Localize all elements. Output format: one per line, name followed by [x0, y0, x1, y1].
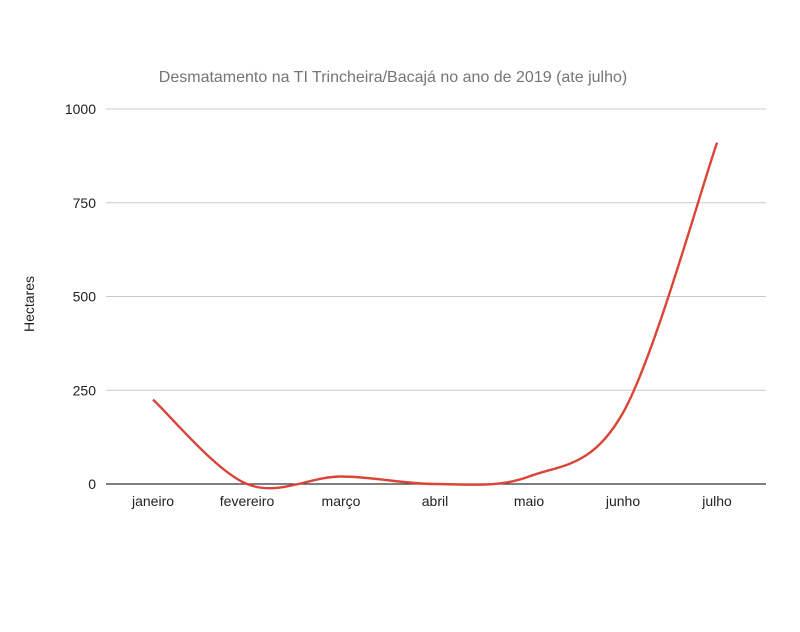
x-tick-label: março [322, 493, 361, 509]
x-tick-label: maio [514, 493, 545, 509]
y-tick-label: 750 [73, 195, 97, 211]
y-tick-label: 0 [88, 476, 96, 492]
x-tick-label: fevereiro [220, 493, 275, 509]
x-tick-label: junho [605, 493, 640, 509]
y-tick-label: 1000 [65, 101, 96, 117]
series-line [152, 142, 719, 490]
x-tick-label: julho [701, 493, 732, 509]
x-tick-label: abril [422, 493, 448, 509]
x-tick-label: janeiro [131, 493, 174, 509]
y-tick-label: 500 [73, 289, 97, 305]
chart-title: Desmatamento na TI Trincheira/Bacajá no … [159, 69, 627, 86]
y-tick-label: 250 [73, 382, 97, 398]
y-axis-label: Hectares [21, 276, 37, 332]
